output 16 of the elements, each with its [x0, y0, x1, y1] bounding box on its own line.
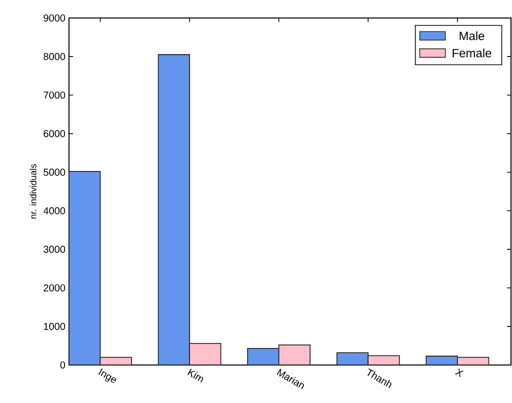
- x-tick-label: X: [454, 368, 464, 378]
- legend-label: Female: [452, 48, 492, 58]
- x-tick-label: Inge: [98, 368, 116, 383]
- legend-label: Male: [460, 31, 484, 40]
- y-tick-label: 3000: [44, 246, 66, 253]
- x-tick-label: Kim: [187, 368, 204, 383]
- y-tick-label: 8000: [44, 53, 66, 60]
- y-axis-title: nr. individuals: [30, 164, 36, 219]
- y-tick-label: 7000: [44, 92, 66, 99]
- y-tick-label: 1000: [44, 322, 66, 330]
- y-tick-label: 5000: [44, 168, 66, 176]
- y-tick-label: 0: [60, 361, 66, 369]
- y-tick-label: 4000: [43, 207, 66, 214]
- y-tick-label: 9000: [44, 14, 66, 22]
- y-tick-label: 2000: [44, 284, 66, 292]
- y-tick-label: 6000: [44, 130, 66, 138]
